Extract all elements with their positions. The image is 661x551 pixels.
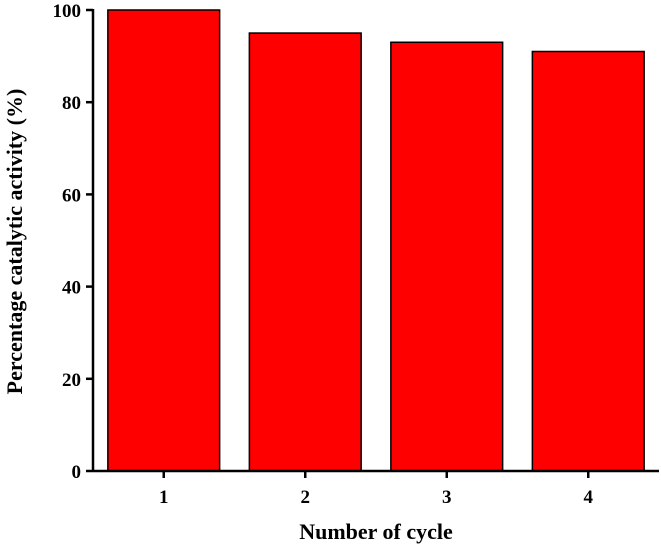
y-tick-label: 100	[53, 1, 82, 22]
x-tick-label: 3	[442, 487, 452, 508]
y-tick-label: 40	[62, 278, 81, 299]
y-tick-label: 20	[62, 370, 81, 391]
y-axis-title: Percentage catalytic activity (%)	[2, 89, 27, 395]
y-tick-label: 0	[72, 462, 82, 483]
bar-cycle-4	[531, 50, 645, 472]
bar-cycle-3	[390, 41, 504, 472]
axes	[91, 9, 659, 473]
y-ticks: 0 20 40 60 80 100	[53, 1, 93, 483]
x-ticks: 1 2 3 4	[159, 471, 594, 508]
y-tick-label: 60	[62, 185, 81, 206]
x-axis-title: Number of cycle	[299, 519, 453, 544]
x-tick-label: 1	[159, 487, 169, 508]
bars	[107, 9, 645, 472]
x-tick-label: 4	[584, 487, 594, 508]
bar-cycle-1	[107, 9, 221, 472]
y-tick-label: 80	[62, 93, 81, 114]
bar-cycle-2	[248, 32, 362, 472]
x-tick-label: 2	[301, 487, 311, 508]
